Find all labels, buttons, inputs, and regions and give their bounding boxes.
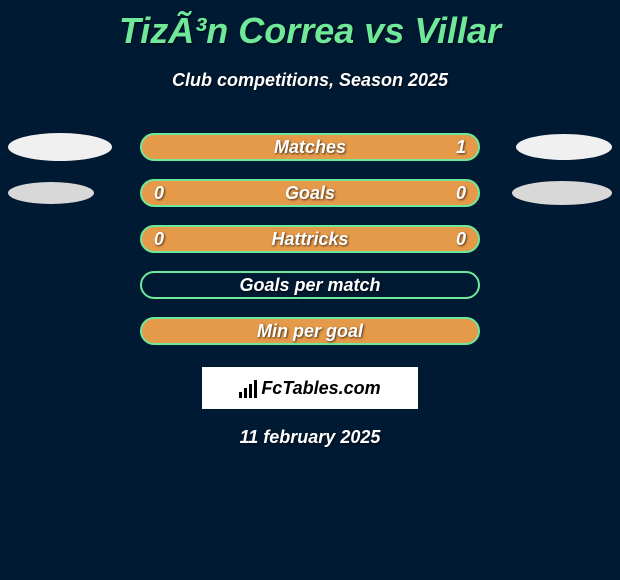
stat-row: Min per goal [0,317,620,345]
logo-box: FcTables.com [202,367,418,409]
stat-label: Goals per match [239,275,380,296]
comparison-title: TizÃ³n Correa vs Villar [0,0,620,52]
comparison-subtitle: Club competitions, Season 2025 [0,70,620,91]
stat-value-right: 0 [456,229,466,250]
stat-rows: Matches 1 0 Goals 0 0 Hattricks 0 Goals per matc… [0,133,620,345]
stat-label: Hattricks [271,229,348,250]
stat-label: Matches [274,137,346,158]
stat-label: Min per goal [257,321,363,342]
stat-bar: 0 Hattricks 0 [140,225,480,253]
stat-bar: 0 Goals 0 [140,179,480,207]
stat-value-right: 1 [456,137,466,158]
date-text: 11 february 2025 [0,427,620,448]
bar-chart-icon [239,378,257,398]
stat-row: 0 Goals 0 [0,179,620,207]
player-blob-left [8,182,94,204]
stat-bar: Matches 1 [140,133,480,161]
player-blob-right [516,134,612,160]
stat-label: Goals [285,183,335,204]
player-blob-right [512,181,612,205]
stat-value-left: 0 [154,229,164,250]
player-blob-left [8,133,112,161]
stat-bar: Min per goal [140,317,480,345]
stat-row: Matches 1 [0,133,620,161]
logo-text: FcTables.com [261,378,380,399]
stat-bar: Goals per match [140,271,480,299]
stat-value-right: 0 [456,183,466,204]
stat-row: Goals per match [0,271,620,299]
stat-row: 0 Hattricks 0 [0,225,620,253]
stat-value-left: 0 [154,183,164,204]
